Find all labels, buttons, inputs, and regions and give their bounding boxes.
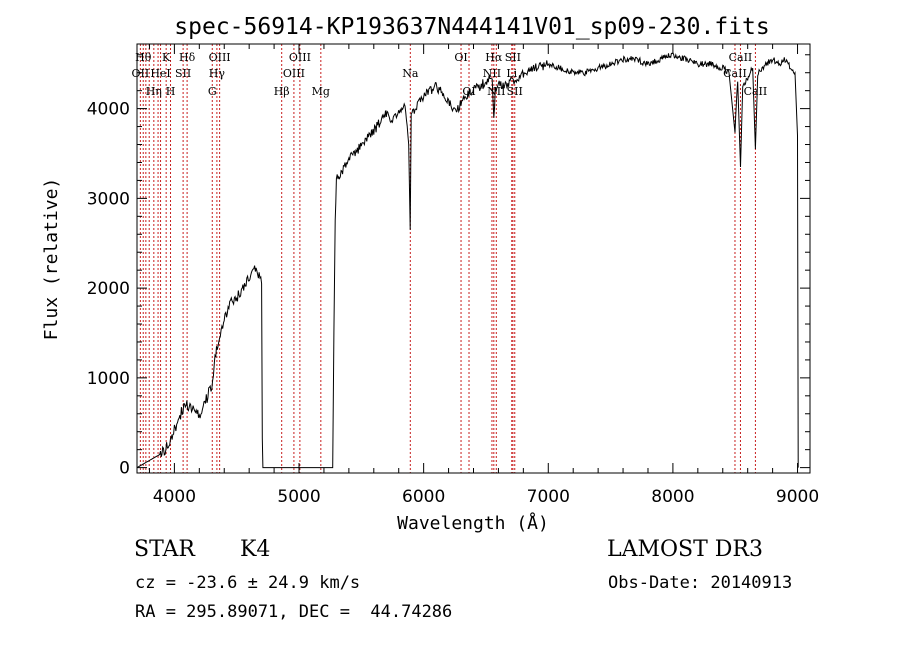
line-marker-label-24: Li [506, 67, 517, 80]
spectrum-series [136, 52, 799, 469]
spectrum-chart: spec-56914-KP193637N444141V01_sp09-230.f… [41, 14, 819, 534]
y-tick-label-3: 3000 [87, 189, 130, 209]
x-tick-label-1: 5000 [277, 487, 320, 507]
x-axis: 4000 5000 6000 7000 8000 9000 [148, 44, 819, 507]
line-marker-label-8: H [166, 85, 176, 98]
line-marker-label-22: Hα [485, 51, 503, 64]
line-marker-label-16: OIII [289, 51, 311, 64]
line-marker-label-6: HeI [150, 67, 170, 80]
line-marker-label-11: G [208, 85, 217, 98]
plot-frame [136, 43, 811, 474]
y-tick-label-2: 2000 [87, 279, 130, 299]
line-marker-label-18: Na [402, 67, 419, 80]
line-marker-label-1: Hθ [135, 51, 152, 64]
object-subclass: K4 [240, 537, 271, 562]
line-marker-label-17: Mg [312, 85, 330, 98]
object-class: STAR [134, 537, 195, 562]
line-marker-label-19: OI [454, 51, 467, 64]
line-marker-label-12: Hγ [209, 67, 226, 80]
line-marker-label-14: Hβ [274, 85, 290, 98]
y-axis-label: Flux (relative) [41, 178, 62, 341]
line-marker-label-13: OIII [209, 51, 231, 64]
redshift-cz: cz = -23.6 ± 24.9 km/s [135, 573, 361, 593]
x-tick-label-0: 4000 [153, 487, 196, 507]
y-tick-label-0: 0 [119, 459, 130, 479]
x-tick-label-3: 7000 [527, 487, 570, 507]
line-marker-label-4: Hη [146, 85, 162, 98]
survey-name: LAMOST DR3 [607, 537, 763, 562]
y-axis: 0 1000 2000 3000 4000 [87, 54, 810, 479]
line-marker-label-21: NII [483, 67, 501, 80]
line-marker-label-25: SII [505, 51, 521, 64]
chart-title: spec-56914-KP193637N444141V01_sp09-230.f… [174, 14, 769, 40]
spectrum-line [136, 52, 799, 469]
line-marker-label-29: CaII [744, 85, 768, 98]
observation-date: Obs-Date: 20140913 [608, 573, 793, 593]
line-marker-labels: OII Hθ Hη HeI K H SII Hδ G Hγ OIII Hβ OIII OIII Mg Na OI… [132, 51, 768, 98]
y-tick-label-4: 4000 [87, 100, 130, 120]
x-tick-label-4: 8000 [651, 487, 694, 507]
line-marker-label-9: SII [175, 67, 191, 80]
line-marker-label-26: SII [507, 85, 523, 98]
line-marker-label-7: K [162, 51, 171, 64]
line-marker-label-0: OII [132, 67, 150, 80]
line-marker-label-28: CaII [729, 51, 753, 64]
y-tick-label-1: 1000 [87, 369, 130, 389]
line-marker-group [139, 44, 756, 473]
line-marker-label-10: Hδ [179, 51, 196, 64]
x-tick-label-5: 9000 [776, 487, 819, 507]
x-axis-label: Wavelength (Å) [397, 512, 549, 534]
coordinates: RA = 295.89071, DEC = 44.74286 [135, 602, 453, 622]
x-tick-label-2: 6000 [402, 487, 445, 507]
line-marker-label-15: OIII [283, 67, 305, 80]
